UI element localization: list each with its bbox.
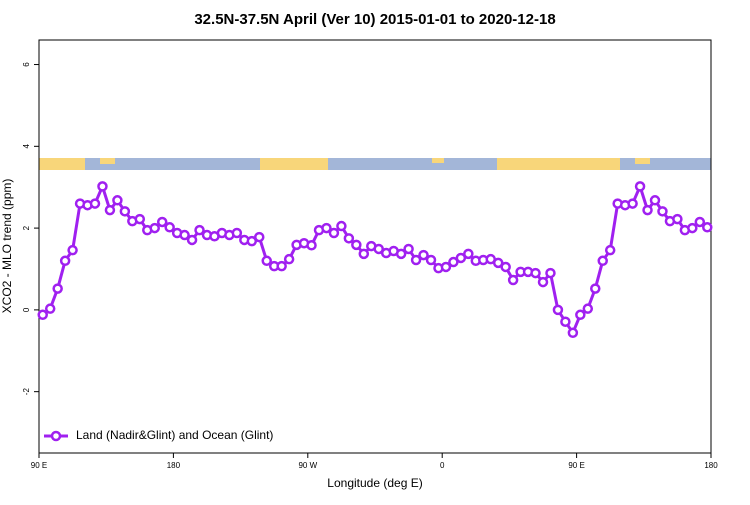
data-point — [179, 229, 190, 241]
data-point — [373, 243, 384, 255]
data-point — [455, 252, 467, 264]
legend-label: Land (Nadir&Glint) and Ocean (Glint) — [76, 428, 273, 442]
data-point — [336, 220, 347, 232]
data-point — [119, 206, 131, 217]
x-tick-label: 90 E — [568, 461, 584, 470]
data-point — [321, 222, 332, 234]
data-point — [537, 276, 549, 288]
data-point — [410, 254, 422, 266]
data-point — [552, 304, 564, 316]
plot-frame — [38, 39, 712, 454]
data-point — [448, 256, 459, 268]
data-point — [590, 283, 601, 294]
data-point — [575, 309, 586, 321]
data-point — [343, 233, 355, 244]
data-point — [112, 195, 123, 206]
data-point — [231, 227, 243, 239]
data-point — [567, 327, 579, 339]
data-point — [59, 255, 71, 267]
x-tick-label: 180 — [704, 461, 718, 470]
data-point — [97, 181, 108, 192]
x-tick-label: 90 E — [31, 461, 47, 470]
data-point — [328, 227, 340, 239]
data-point — [597, 255, 608, 267]
y-tick-label: 6 — [22, 62, 31, 67]
data-point — [44, 303, 56, 314]
data-point — [604, 244, 616, 256]
x-tick-label: 90 W — [298, 461, 317, 470]
data-point — [164, 222, 175, 233]
data-point — [702, 222, 713, 233]
data-point — [627, 198, 638, 209]
data-point — [261, 255, 272, 267]
data-point — [283, 253, 295, 265]
legend-marker — [50, 430, 62, 442]
data-point — [104, 204, 116, 216]
data-point — [649, 195, 661, 206]
data-point — [246, 235, 258, 247]
data-point — [156, 216, 168, 228]
data-point — [530, 267, 541, 279]
data-point — [67, 244, 78, 256]
data-point — [52, 283, 63, 294]
data-point — [440, 261, 452, 273]
data-point — [545, 267, 556, 279]
data-point — [276, 260, 287, 272]
data-point — [194, 224, 205, 236]
data-point — [358, 248, 370, 260]
data-point — [560, 316, 571, 327]
data-point — [687, 222, 698, 234]
chart-title: 32.5N-37.5N April (Ver 10) 2015-01-01 to… — [194, 11, 555, 28]
data-point — [492, 257, 504, 269]
y-tick-label: 4 — [22, 144, 31, 149]
x-tick-label: 0 — [440, 461, 445, 470]
data-point — [395, 248, 407, 260]
data-point — [634, 181, 646, 192]
data-point — [403, 243, 414, 255]
x-axis-label: Longitude (deg E) — [327, 476, 422, 490]
data-point — [694, 216, 706, 228]
data-point — [500, 261, 511, 273]
x-tick-label: 180 — [167, 461, 181, 470]
data-point — [463, 248, 474, 260]
data-point — [507, 274, 519, 286]
data-point — [418, 249, 429, 261]
data-point — [89, 198, 101, 209]
y-tick-label: 0 — [22, 307, 31, 312]
data-point — [186, 234, 198, 246]
data-point — [351, 239, 362, 251]
data-point — [149, 222, 160, 234]
data-point — [134, 213, 146, 225]
y-tick-label: -2 — [22, 388, 31, 396]
data-point — [657, 206, 668, 217]
data-point — [254, 231, 265, 243]
data-point — [642, 204, 653, 216]
y-axis-label: XCO2 - MLO trend (ppm) — [0, 179, 14, 314]
data-point — [306, 240, 317, 251]
data-point — [425, 254, 437, 266]
data-point — [672, 213, 683, 225]
data-point — [582, 303, 594, 314]
y-tick-label: 2 — [22, 225, 31, 230]
data-point — [37, 309, 48, 321]
land-ocean-strip — [39, 158, 711, 170]
